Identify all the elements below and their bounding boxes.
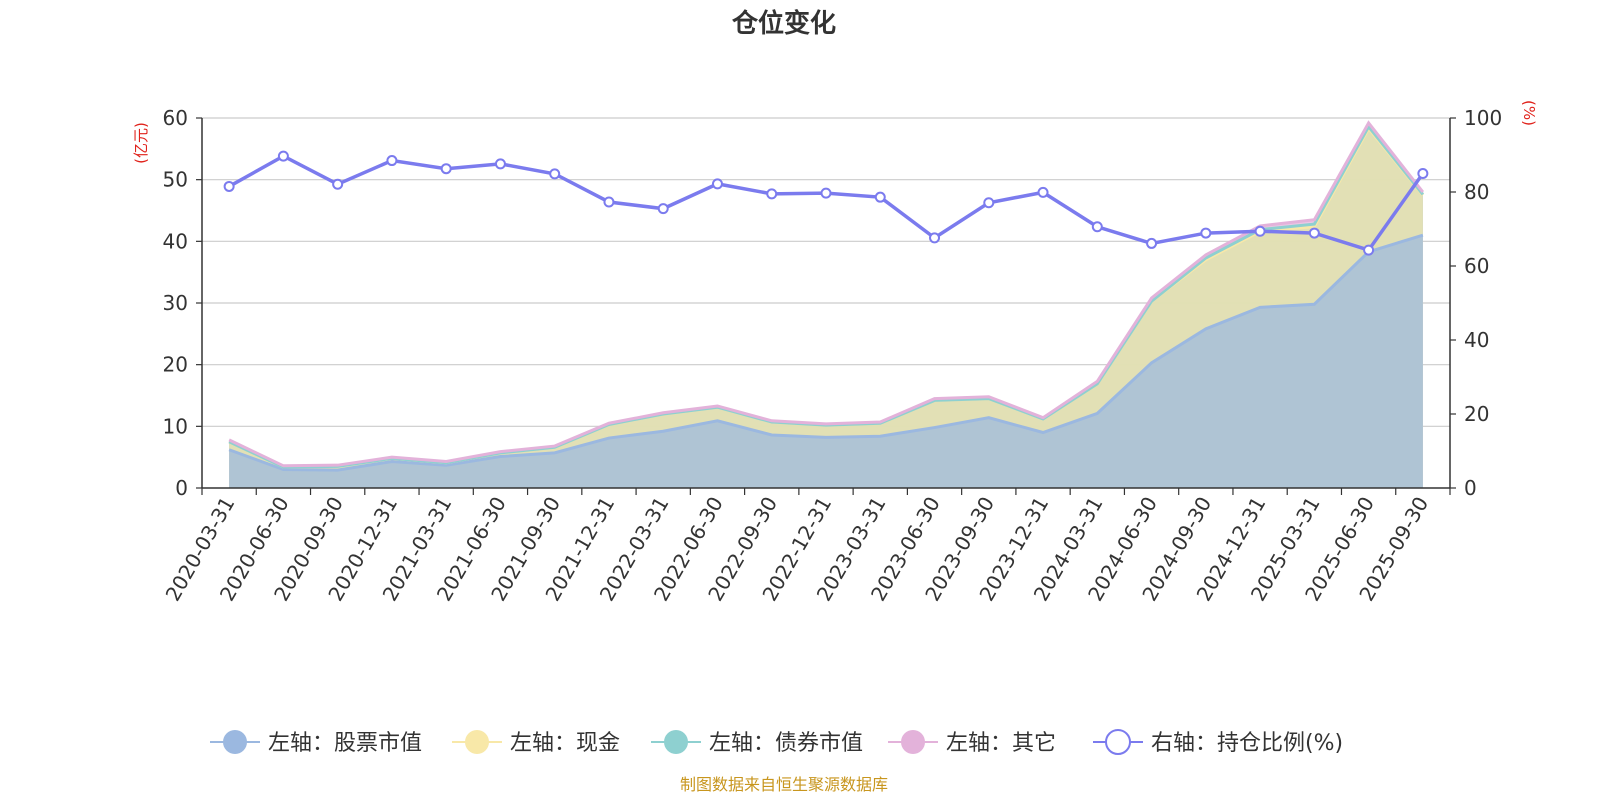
series-line-4 bbox=[228, 120, 1425, 468]
ratio-point bbox=[1308, 227, 1320, 239]
stacked-areas bbox=[229, 122, 1423, 488]
legend-marker-2 bbox=[465, 730, 489, 754]
ratio-point bbox=[494, 158, 506, 170]
ratio-point bbox=[1363, 244, 1375, 256]
ratio-point bbox=[1146, 237, 1158, 249]
ratio-point bbox=[766, 188, 778, 200]
ratio-point bbox=[929, 232, 941, 244]
right-axis-tick-label: 60 bbox=[1464, 254, 1489, 278]
left-axis-tick-label: 0 bbox=[175, 476, 188, 500]
left-axis-tick-label: 20 bbox=[163, 353, 188, 377]
legend-marker-1 bbox=[223, 730, 247, 754]
ratio-point bbox=[386, 155, 398, 167]
ratio-point bbox=[711, 178, 723, 190]
legend-label-1: 左轴：股票市值 bbox=[268, 731, 422, 756]
ratio-point bbox=[1037, 186, 1049, 198]
left-axis-tick-label: 30 bbox=[163, 291, 188, 315]
ratio-point bbox=[1417, 168, 1429, 179]
legend-marker-3 bbox=[664, 730, 688, 754]
legend-label-4: 左轴：其它 bbox=[946, 731, 1056, 756]
right-axis-tick-label: 20 bbox=[1464, 402, 1489, 426]
ratio-point bbox=[277, 150, 289, 162]
left-axis-tick-label: 50 bbox=[163, 168, 188, 192]
legend: 左轴：股票市值 左轴：现金 左轴：债券市值 左轴：其它 右轴：持仓比例(%) bbox=[210, 729, 1343, 756]
ratio-point bbox=[440, 163, 452, 175]
chart-title: 仓位变化 bbox=[731, 8, 836, 39]
source-note: 制图数据来自恒生聚源数据库 bbox=[680, 775, 888, 794]
right-axis-unit: (%) bbox=[1520, 100, 1538, 126]
ratio-point bbox=[983, 197, 995, 209]
legend-label-3: 左轴：债券市值 bbox=[709, 731, 863, 756]
right-axis-tick-label: 80 bbox=[1464, 180, 1489, 204]
left-axis-tick-label: 10 bbox=[163, 414, 188, 438]
ratio-point bbox=[1254, 225, 1266, 237]
ratio-point bbox=[223, 180, 235, 192]
series-lines bbox=[223, 120, 1429, 472]
left-axis-tick-label: 60 bbox=[163, 106, 188, 130]
ratio-point bbox=[1200, 227, 1212, 239]
left-axis-tick-label: 40 bbox=[163, 229, 188, 253]
legend-label-5: 右轴：持仓比例(%) bbox=[1151, 731, 1343, 756]
series-line-1 bbox=[228, 233, 1424, 472]
left-axis-unit: (亿元) bbox=[132, 122, 150, 164]
ratio-point bbox=[874, 191, 886, 203]
right-axis-tick-label: 0 bbox=[1464, 476, 1477, 500]
right-axis-tick-label: 100 bbox=[1464, 106, 1502, 130]
ratio-point bbox=[332, 178, 344, 190]
right-axis-tick-label: 40 bbox=[1464, 328, 1489, 352]
ratio-point bbox=[820, 187, 832, 199]
ratio-point bbox=[657, 203, 669, 215]
ratio-point bbox=[1091, 221, 1103, 233]
legend-marker-4 bbox=[901, 730, 925, 754]
area-1 bbox=[229, 235, 1423, 488]
legend-marker-5 bbox=[1105, 729, 1131, 755]
ratio-point bbox=[603, 196, 615, 208]
ratio-point bbox=[549, 168, 561, 180]
legend-label-2: 左轴：现金 bbox=[510, 731, 620, 756]
